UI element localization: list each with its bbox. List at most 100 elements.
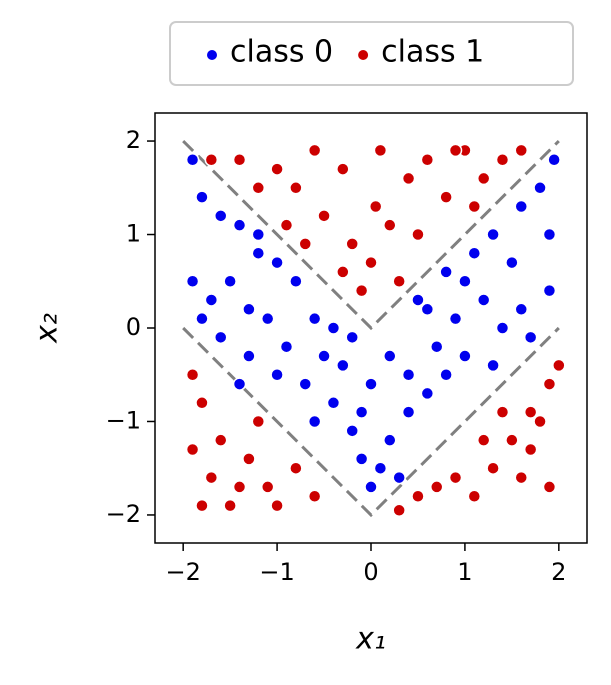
point [439, 265, 453, 279]
point [195, 190, 209, 204]
point [439, 367, 453, 382]
point [251, 181, 266, 195]
point [514, 199, 529, 214]
point [392, 503, 406, 518]
point [476, 433, 491, 447]
legend-marker [207, 50, 217, 60]
point [317, 349, 331, 363]
point [467, 489, 482, 504]
point [392, 274, 406, 289]
point [505, 255, 519, 270]
point [354, 405, 369, 419]
point [373, 461, 388, 475]
point [185, 274, 200, 289]
point [420, 302, 435, 317]
point [514, 143, 529, 158]
point [476, 171, 491, 186]
point [523, 442, 538, 457]
point [542, 377, 557, 391]
point [429, 339, 444, 354]
point [204, 293, 219, 307]
point [307, 489, 322, 504]
point [185, 367, 200, 382]
point [289, 461, 303, 475]
point [242, 452, 256, 466]
point [523, 330, 538, 345]
point [204, 470, 219, 485]
boundary-line [182, 139, 560, 331]
point [448, 470, 463, 485]
x-tick-label: −2 [165, 558, 200, 586]
point [401, 367, 416, 382]
point [458, 349, 472, 363]
point [429, 480, 444, 494]
point [439, 190, 453, 204]
point [195, 498, 209, 513]
point [542, 283, 557, 298]
point [552, 358, 566, 373]
point [345, 424, 359, 438]
point [514, 470, 529, 485]
point [354, 283, 369, 298]
y-axis-label: x₂ [30, 313, 65, 344]
point [232, 480, 247, 494]
point [336, 358, 350, 373]
point [542, 480, 557, 494]
point [533, 414, 547, 429]
point [523, 405, 538, 419]
point [411, 489, 425, 504]
point [345, 330, 359, 345]
point [307, 311, 322, 326]
point [336, 162, 350, 176]
point [547, 152, 561, 167]
y-tick-label: 0 [126, 313, 141, 341]
legend-box [169, 21, 574, 86]
point [270, 255, 284, 270]
point [368, 199, 383, 214]
point [279, 218, 294, 232]
point [223, 274, 237, 289]
point [514, 302, 529, 317]
y-tick-label: 1 [126, 220, 141, 248]
point [486, 461, 500, 475]
point [354, 452, 369, 466]
point [505, 433, 519, 447]
point [232, 377, 247, 391]
plot-frame [154, 112, 588, 544]
point [392, 470, 406, 485]
point [298, 237, 313, 251]
point [242, 349, 256, 363]
point [383, 433, 397, 447]
point [251, 414, 266, 429]
point [251, 227, 266, 242]
x-tick-label: 1 [457, 558, 472, 586]
point [260, 311, 275, 326]
y-tick-label: 2 [126, 126, 141, 154]
point [317, 209, 331, 223]
x-tick-label: −1 [259, 558, 294, 586]
point [185, 442, 200, 457]
point [298, 377, 313, 391]
point [420, 152, 435, 167]
x-axis-label: x₁ [355, 622, 386, 657]
point [467, 199, 482, 214]
point [533, 181, 547, 195]
y-tick-label: −1 [106, 406, 141, 434]
point [401, 405, 416, 419]
point [270, 498, 284, 513]
point [411, 293, 425, 307]
point [223, 498, 237, 513]
x-tick-label: 2 [551, 558, 566, 586]
point [185, 152, 200, 167]
point [495, 152, 510, 167]
point [251, 246, 266, 260]
point [232, 218, 247, 232]
legend-label: class 0 [230, 35, 333, 70]
point [486, 358, 500, 373]
point [326, 321, 341, 335]
point [242, 302, 256, 317]
point [279, 339, 294, 354]
point [195, 311, 209, 326]
point [467, 246, 482, 260]
point [401, 171, 416, 186]
